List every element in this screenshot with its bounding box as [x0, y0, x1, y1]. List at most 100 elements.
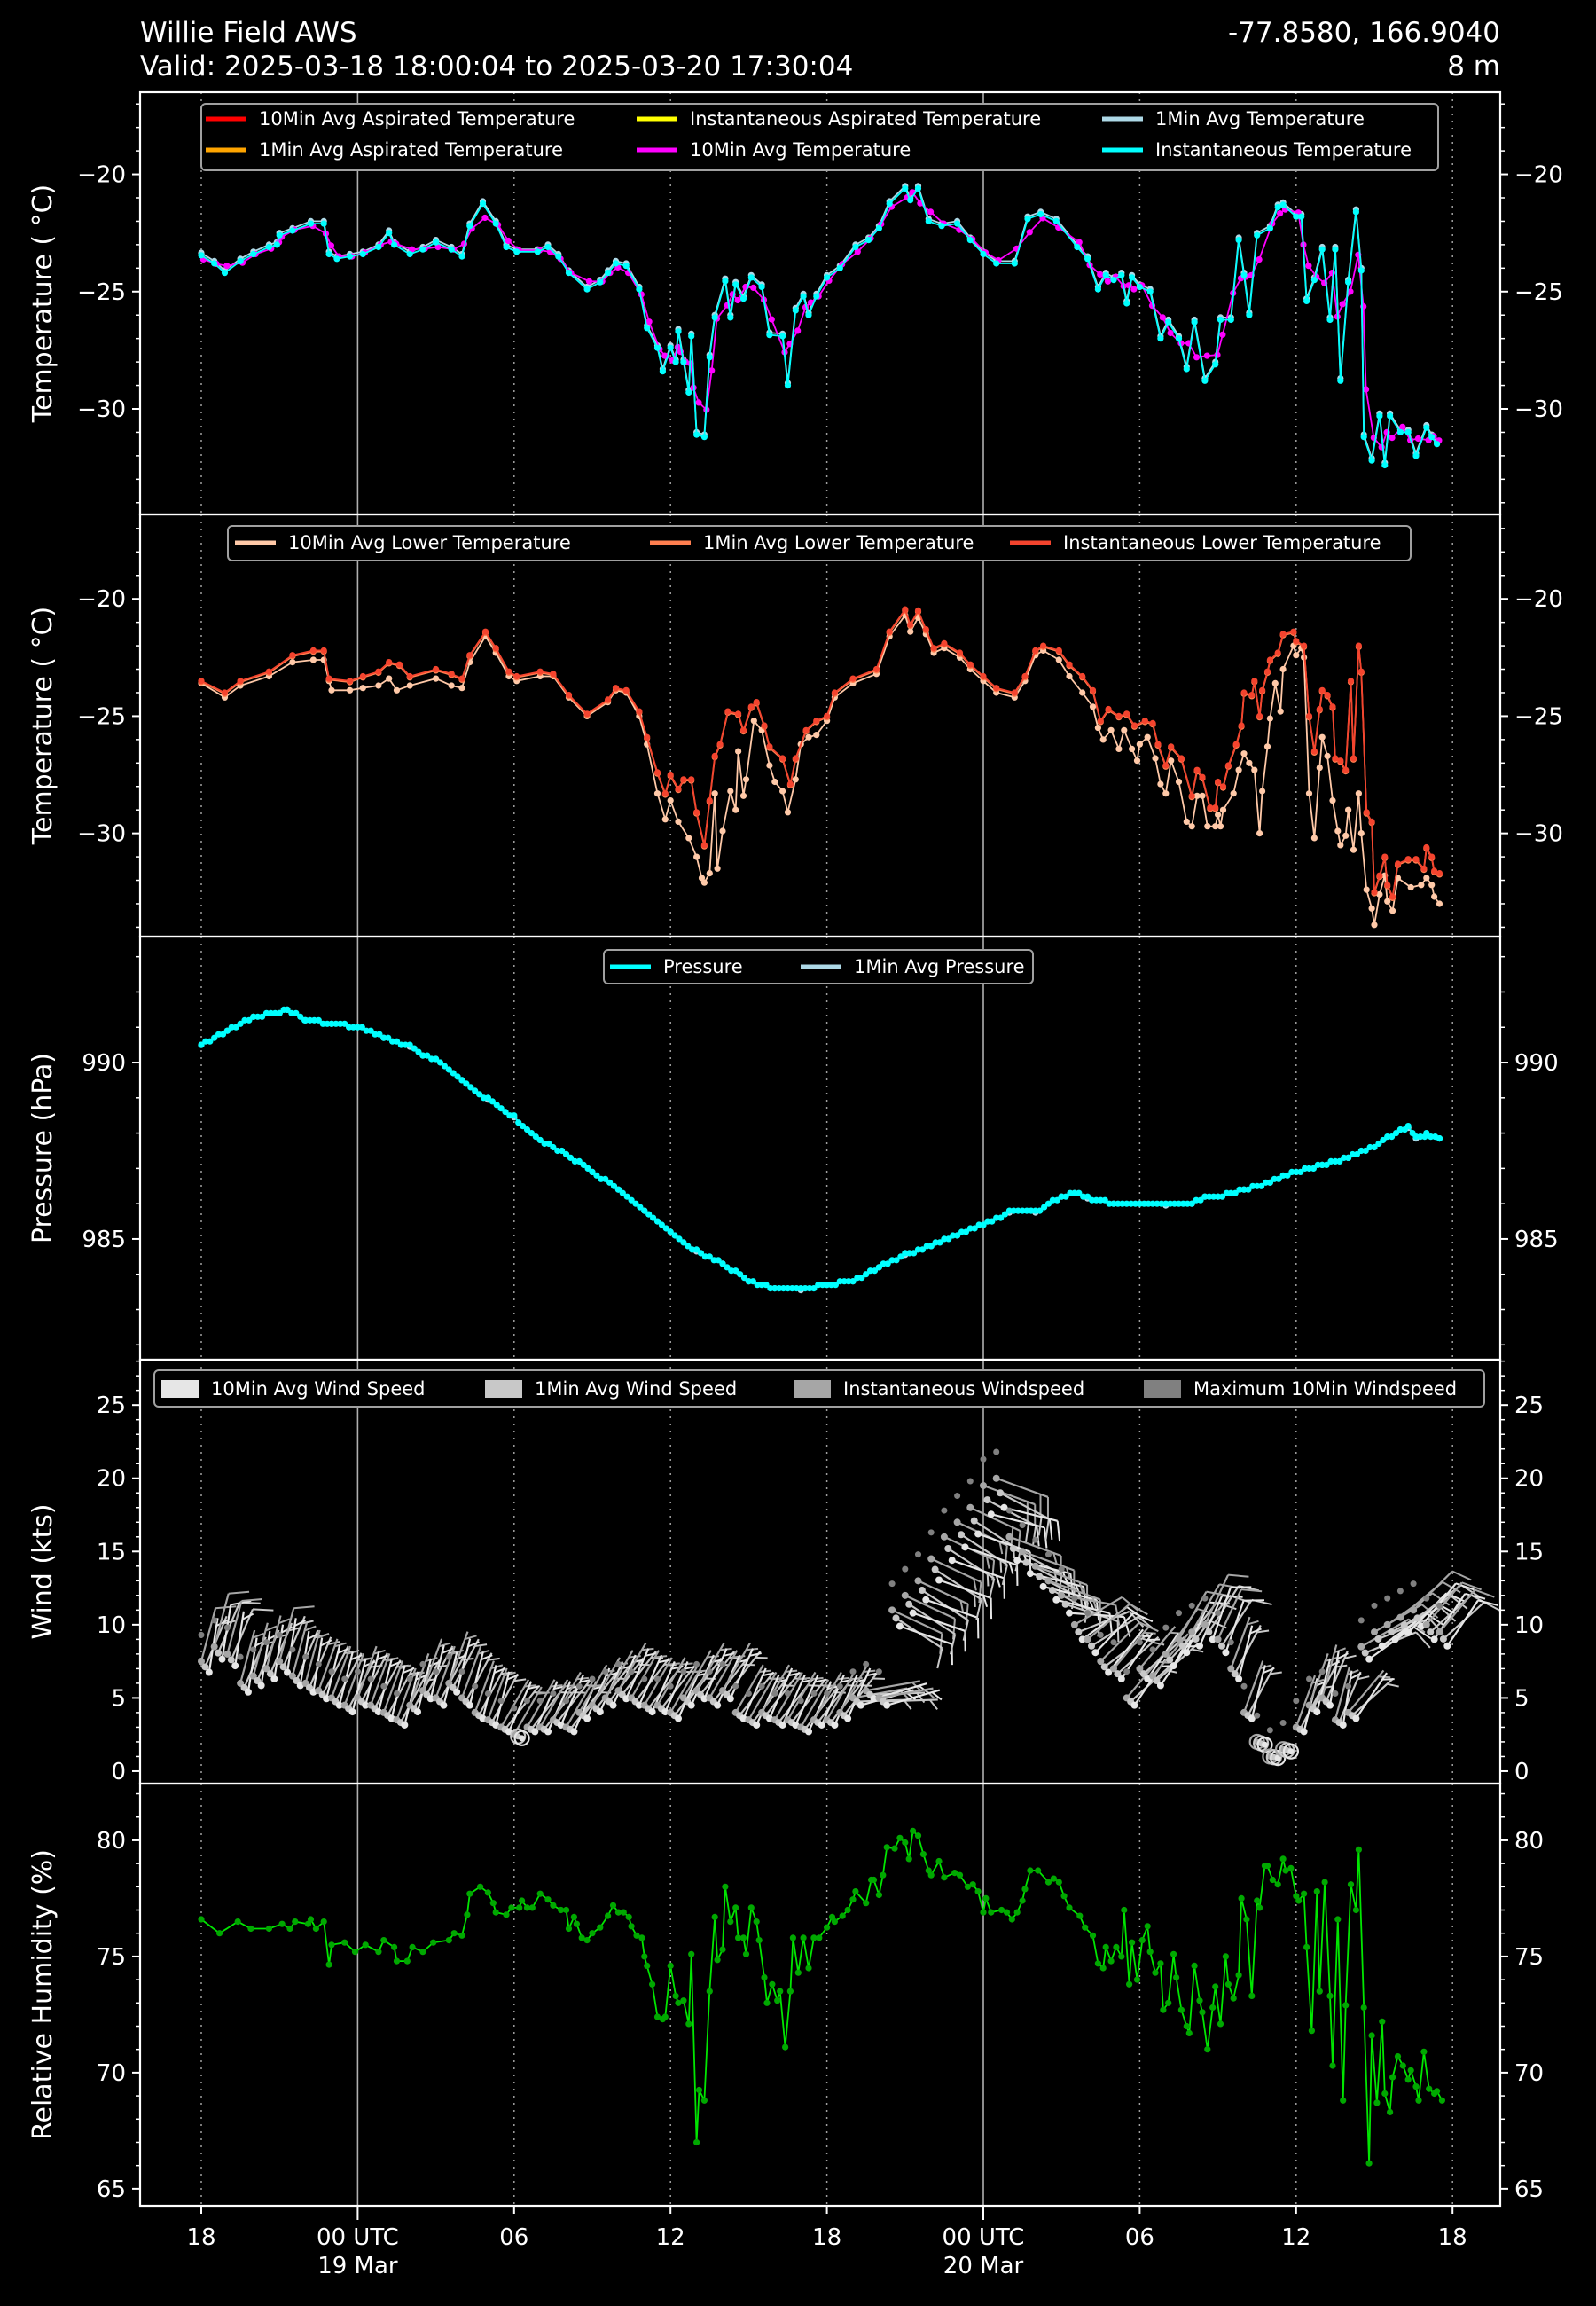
max-wind-point	[1019, 1522, 1026, 1529]
x-tick-label: 18	[812, 2224, 841, 2251]
legend-label: 1Min Avg Wind Speed	[535, 1378, 737, 1400]
wind-barb	[1227, 1616, 1259, 1673]
data-point	[653, 1218, 661, 1225]
series-line	[200, 184, 1438, 463]
data-point	[1381, 2090, 1389, 2098]
data-point	[902, 606, 909, 613]
data-point	[1212, 361, 1219, 368]
x-tick-label: 18	[1438, 2224, 1467, 2251]
data-point	[1008, 1916, 1015, 1923]
data-point	[1162, 790, 1170, 797]
data-point	[632, 1200, 639, 1207]
wind-barb	[1061, 1600, 1120, 1643]
data-point	[688, 333, 695, 340]
max-wind-point	[511, 1705, 518, 1712]
data-point	[1107, 726, 1115, 733]
data-point	[794, 1969, 802, 1976]
data-point	[902, 184, 909, 192]
barb-feather	[442, 1647, 454, 1654]
barb-shaft	[1338, 1671, 1362, 1723]
max-wind-point	[1058, 1565, 1065, 1573]
max-wind-point	[1071, 1595, 1078, 1602]
data-point	[1259, 686, 1266, 694]
data-point	[1183, 2022, 1190, 2030]
y-tick-label-right: 985	[1514, 1227, 1559, 1253]
data-point	[1165, 1999, 1172, 2006]
data-point	[1434, 441, 1441, 448]
data-point	[1381, 853, 1389, 860]
station-name: Willie Field AWS	[140, 17, 357, 49]
barb-shaft	[865, 1680, 920, 1692]
barb-feather	[1357, 1675, 1370, 1681]
barb-feather	[1080, 1598, 1084, 1611]
data-point	[359, 672, 366, 680]
barb-shaft	[226, 1600, 243, 1655]
data-point	[216, 1930, 223, 1937]
data-point	[1353, 1150, 1360, 1158]
barb-shaft	[490, 1673, 519, 1723]
max-wind-point	[1293, 1698, 1300, 1705]
panel-temperature: −30 −30 −25 −25 −20 −20 Temperature ( °C) 10Min…	[27, 90, 1563, 516]
data-point	[1053, 1196, 1060, 1204]
data-point	[544, 1896, 552, 1903]
data-point	[747, 703, 755, 710]
data-point	[237, 257, 244, 264]
data-point	[466, 223, 473, 230]
max-wind-point	[380, 1682, 387, 1690]
max-wind-point	[458, 1668, 466, 1675]
data-point	[1308, 2028, 1315, 2035]
data-point	[386, 230, 393, 237]
plot-area	[198, 1827, 1445, 2167]
barb-feather	[389, 1660, 402, 1667]
max-wind-point	[927, 1529, 935, 1536]
barb-feather	[959, 1600, 965, 1613]
y-tick-label-right: −25	[1514, 703, 1563, 730]
barb-shaft	[825, 1671, 856, 1721]
barb-feather	[606, 1672, 619, 1677]
barb-shaft	[1377, 1617, 1430, 1640]
data-point	[739, 1934, 747, 1941]
data-point	[966, 661, 974, 668]
max-wind-point	[223, 1624, 231, 1631]
data-point	[650, 1214, 657, 1221]
barb-feather	[488, 1657, 500, 1661]
data-point	[320, 1918, 327, 1926]
data-point	[763, 1282, 770, 1289]
data-point	[265, 243, 272, 251]
data-point	[1368, 2032, 1375, 2039]
data-point	[341, 1939, 348, 1946]
max-wind-point	[472, 1682, 479, 1690]
data-point	[563, 1150, 570, 1158]
legend-box	[227, 525, 1412, 561]
data-point	[750, 284, 757, 291]
data-point	[1412, 856, 1420, 863]
data-point	[1238, 722, 1245, 729]
data-point	[1326, 316, 1334, 324]
data-point	[612, 685, 620, 692]
data-point	[1168, 757, 1175, 765]
y-tick-label-left: 0	[111, 1759, 126, 1785]
barb-feather	[399, 1664, 412, 1670]
barb-feather	[619, 1665, 631, 1670]
data-point	[680, 1239, 687, 1246]
data-point	[1240, 689, 1248, 696]
data-point	[406, 250, 413, 258]
wind-barb	[1326, 1651, 1349, 1709]
barb-shaft	[478, 1666, 506, 1716]
data-point	[605, 696, 612, 703]
data-point	[367, 1027, 374, 1034]
data-point	[824, 274, 831, 281]
data-point	[1412, 452, 1420, 459]
barb-feather	[974, 1595, 976, 1608]
data-point	[956, 649, 964, 656]
data-point	[1279, 665, 1287, 673]
data-point	[938, 223, 945, 230]
wind-barb	[466, 1651, 493, 1709]
data-point	[1404, 856, 1412, 863]
y-tick-label-right: 0	[1514, 1759, 1530, 1785]
data-point	[753, 699, 760, 706]
data-point	[223, 263, 231, 270]
wind-barb	[1352, 1672, 1395, 1722]
barb-shaft	[539, 1679, 569, 1728]
data-point	[505, 237, 512, 245]
